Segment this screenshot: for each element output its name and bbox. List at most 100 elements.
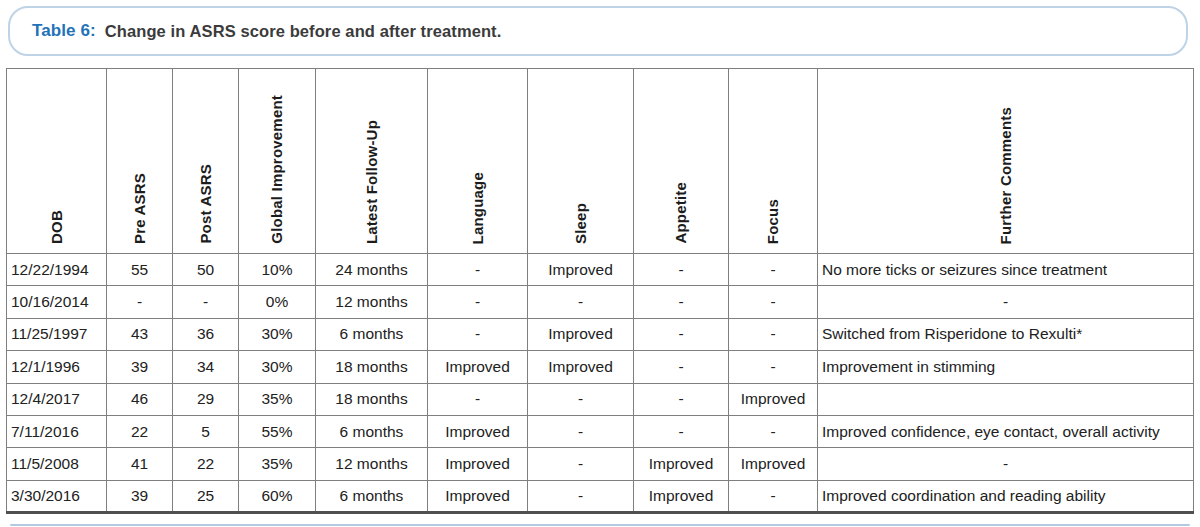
asrs-table: DOB Pre ASRS Post ASRS Global Improvement La… (6, 68, 1194, 514)
column-header-focus: Focus (729, 69, 818, 254)
table-row: 3/30/2016392560%6 monthsImproved-Improve… (7, 480, 1194, 512)
column-header-pre-asrs: Pre ASRS (107, 69, 173, 254)
cell: 12/22/1994 (7, 254, 107, 286)
cell: - (428, 383, 528, 415)
table-row: 12/22/1994555010%24 months-Improved--No … (7, 254, 1194, 286)
header-row: DOB Pre ASRS Post ASRS Global Improvement La… (7, 69, 1194, 254)
column-header-label: Pre ASRS (132, 173, 148, 244)
column-header-label: Focus (765, 199, 781, 244)
cell: - (729, 351, 818, 383)
cell: 35% (239, 448, 316, 480)
cell: - (428, 254, 528, 286)
cell: 22 (173, 448, 239, 480)
cell: 30% (239, 318, 316, 350)
column-header-label: Language (470, 172, 486, 244)
column-header-further-comments: Further Comments (818, 69, 1194, 254)
cell: 6 months (316, 480, 428, 512)
cell: Improved (634, 448, 729, 480)
cell: - (634, 383, 729, 415)
cell: - (107, 286, 173, 318)
cell: 43 (107, 318, 173, 350)
column-header-dob: DOB (7, 69, 107, 254)
table-caption-text: Change in ASRS score before and after tr… (105, 22, 502, 41)
cell: - (818, 286, 1194, 318)
cell: Improved (528, 318, 634, 350)
table-body: 12/22/1994555010%24 months-Improved--No … (7, 254, 1194, 513)
column-header-label: Post ASRS (198, 164, 214, 244)
cell: 11/25/1997 (7, 318, 107, 350)
cell: 41 (107, 448, 173, 480)
cell: - (729, 286, 818, 318)
cell: 12 months (316, 448, 428, 480)
cell: - (729, 480, 818, 512)
column-header-label: Further Comments (998, 107, 1014, 244)
cell: Improved (634, 480, 729, 512)
cell: 24 months (316, 254, 428, 286)
table-header: DOB Pre ASRS Post ASRS Global Improvement La… (7, 69, 1194, 254)
cell: Improved (428, 448, 528, 480)
table-row: 11/5/2008412235%12 monthsImproved-Improv… (7, 448, 1194, 480)
cell: - (729, 415, 818, 447)
cell: 10% (239, 254, 316, 286)
next-section-top-border (10, 524, 1190, 526)
column-header-sleep: Sleep (528, 69, 634, 254)
cell: Improved coordination and reading abilit… (818, 480, 1194, 512)
table-number-label: Table 6: (32, 21, 96, 41)
cell: 30% (239, 351, 316, 383)
cell: 60% (239, 480, 316, 512)
cell (818, 383, 1194, 415)
cell: No more ticks or seizures since treatmen… (818, 254, 1194, 286)
cell: - (729, 254, 818, 286)
cell: Improved (729, 383, 818, 415)
cell: 0% (239, 286, 316, 318)
cell: - (634, 286, 729, 318)
cell: - (729, 318, 818, 350)
cell: 6 months (316, 318, 428, 350)
cell: 3/30/2016 (7, 480, 107, 512)
cell: - (173, 286, 239, 318)
table-row: 10/16/2014--0%12 months----- (7, 286, 1194, 318)
cell: 55 (107, 254, 173, 286)
cell: Improved (729, 448, 818, 480)
table-row: 7/11/201622555%6 monthsImproved---Improv… (7, 415, 1194, 447)
cell: 18 months (316, 351, 428, 383)
column-header-appetite: Appetite (634, 69, 729, 254)
cell: Improvement in stimming (818, 351, 1194, 383)
table-row: 12/1/1996393430%18 monthsImprovedImprove… (7, 351, 1194, 383)
cell: 22 (107, 415, 173, 447)
column-header-post-asrs: Post ASRS (173, 69, 239, 254)
column-header-label: Latest Follow-Up (364, 120, 380, 244)
cell: 35% (239, 383, 316, 415)
table-caption-box: Table 6: Change in ASRS score before and… (8, 6, 1188, 56)
cell: Improved (428, 351, 528, 383)
cell: 39 (107, 351, 173, 383)
cell: - (528, 415, 634, 447)
cell: Improved (428, 415, 528, 447)
cell: - (634, 254, 729, 286)
cell: 5 (173, 415, 239, 447)
cell: - (528, 286, 634, 318)
column-header-language: Language (428, 69, 528, 254)
column-header-label: DOB (49, 210, 65, 244)
cell: 11/5/2008 (7, 448, 107, 480)
cell: 55% (239, 415, 316, 447)
cell: - (634, 351, 729, 383)
column-header-label: Sleep (573, 203, 589, 244)
cell: - (634, 318, 729, 350)
column-header-latest-follow-up: Latest Follow-Up (316, 69, 428, 254)
cell: 10/16/2014 (7, 286, 107, 318)
cell: - (528, 448, 634, 480)
cell: - (634, 415, 729, 447)
cell: Switched from Risperidone to Rexulti* (818, 318, 1194, 350)
cell: 29 (173, 383, 239, 415)
cell: 25 (173, 480, 239, 512)
cell: - (528, 480, 634, 512)
column-header-global-improvement: Global Improvement (239, 69, 316, 254)
cell: 36 (173, 318, 239, 350)
table-row: 12/4/2017462935%18 months---Improved (7, 383, 1194, 415)
cell: 46 (107, 383, 173, 415)
cell: Improved (428, 480, 528, 512)
cell: Improved confidence, eye contact, overal… (818, 415, 1194, 447)
column-header-label: Appetite (673, 182, 689, 244)
cell: - (428, 286, 528, 318)
